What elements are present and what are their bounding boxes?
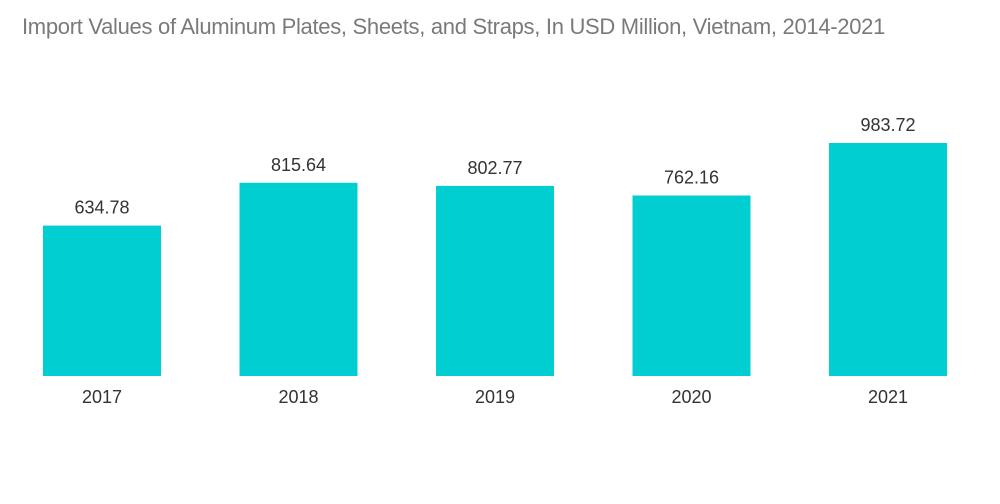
bar-2021 xyxy=(829,143,947,376)
bar-2018 xyxy=(239,182,358,376)
bar-2019 xyxy=(436,185,554,376)
chart-title: Import Values of Aluminum Plates, Sheets… xyxy=(22,14,886,39)
x-axis-ticks-group: 2017 2018 2019 2020 2021 xyxy=(82,387,908,407)
x-tick-label-2021: 2021 xyxy=(868,387,908,407)
bars-group xyxy=(43,143,947,376)
x-tick-label-2018: 2018 xyxy=(278,387,318,407)
bar-2017 xyxy=(43,225,161,376)
x-tick-label-2017: 2017 xyxy=(82,387,122,407)
value-label-2021: 983.72 xyxy=(860,115,915,135)
bar-2020 xyxy=(632,195,751,376)
value-label-2020: 762.16 xyxy=(664,168,719,188)
x-tick-label-2019: 2019 xyxy=(475,387,515,407)
value-label-2018: 815.64 xyxy=(271,155,326,175)
x-tick-label-2020: 2020 xyxy=(671,387,711,407)
value-label-2017: 634.78 xyxy=(74,198,129,218)
value-label-2019: 802.77 xyxy=(467,158,522,178)
value-labels-group: 634.78 815.64 802.77 762.16 983.72 xyxy=(74,115,915,218)
